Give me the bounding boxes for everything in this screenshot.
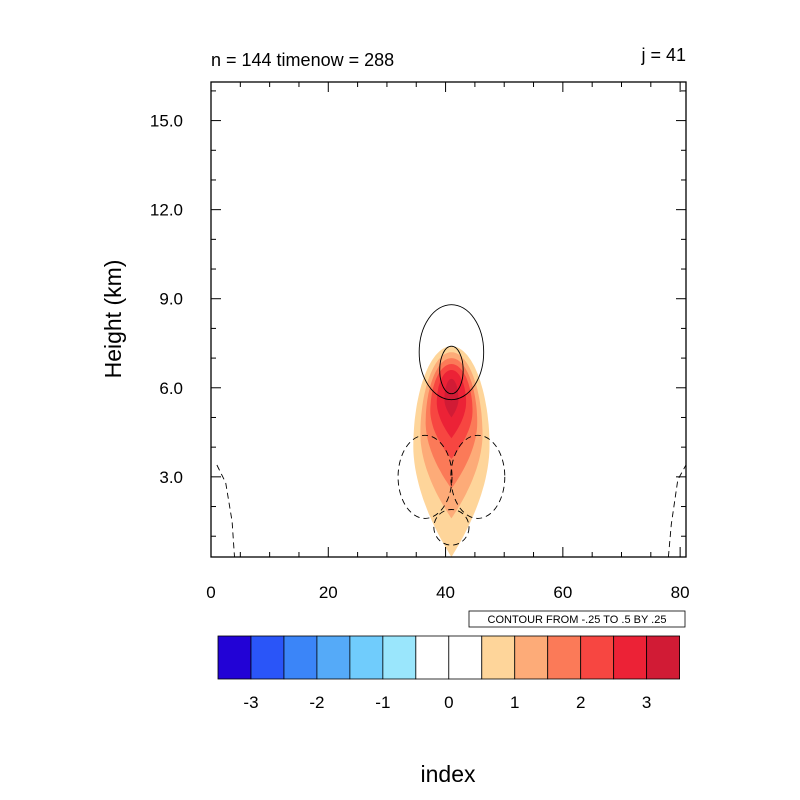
colorbar-swatch: [613, 635, 648, 680]
colorbar-label: -2: [309, 693, 324, 712]
contour-info-label: CONTOUR FROM -.25 TO .5 BY .25: [468, 610, 686, 628]
colorbar-swatch: [448, 635, 483, 680]
colorbar-swatch: [283, 635, 318, 680]
contour-line-3: [397, 434, 453, 519]
contour-line-6: [216, 464, 235, 557]
contour-line-1: [418, 304, 485, 401]
colorbar-swatch: [217, 635, 252, 680]
axis-tick-labels: 0 20 40 60 80 3.0 6.0 9.0 12.0 15.0: [150, 112, 690, 602]
colorbar-swatch: [349, 635, 384, 680]
filled-contour-level-6: [444, 378, 459, 418]
colorbar-label: -3: [243, 693, 258, 712]
y-tick-label: 9.0: [159, 290, 183, 309]
contour-line-2: [439, 345, 464, 395]
colorbar-label: 0: [444, 693, 453, 712]
y-axis-title: Height (km): [100, 260, 126, 379]
contour-info-box: [468, 610, 686, 628]
colorbar: -3 -2 -1 0 1 2 3: [217, 635, 681, 712]
contour-line-7: [667, 464, 686, 557]
colorbar-label: 3: [642, 693, 651, 712]
colorbar-swatch: [481, 635, 516, 680]
colorbar-swatch: [547, 635, 582, 680]
colorbar-label: 2: [576, 693, 585, 712]
title-left: n = 144 timenow = 288: [211, 50, 394, 70]
x-tick-label: 60: [553, 583, 572, 602]
contour-line-5: [433, 509, 470, 546]
axis-ticks: [210, 82, 686, 557]
colorbar-swatch: [514, 635, 549, 680]
colorbar-swatch: [415, 635, 450, 680]
filled-contours: [413, 346, 490, 557]
contour-lines: [216, 304, 686, 557]
colorbar-swatch: [250, 635, 285, 680]
contour-line-4: [450, 434, 506, 519]
x-axis-title: index: [421, 761, 476, 787]
colorbar-swatch: [646, 635, 681, 680]
x-tick-label: 40: [436, 583, 455, 602]
x-tick-label: 20: [319, 583, 338, 602]
plot-frame: [210, 81, 687, 558]
colorbar-swatch: [580, 635, 615, 680]
colorbar-swatch: [382, 635, 417, 680]
y-tick-label: 12.0: [150, 201, 183, 220]
title-right: j = 41: [640, 45, 686, 65]
colorbar-swatch: [316, 635, 351, 680]
y-tick-label: 15.0: [150, 112, 183, 131]
y-tick-label: 3.0: [159, 468, 183, 487]
x-tick-label: 0: [206, 583, 215, 602]
colorbar-label: -1: [375, 693, 390, 712]
contour-info-text: CONTOUR FROM -.25 TO .5 BY .25: [488, 614, 667, 626]
y-tick-label: 6.0: [159, 379, 183, 398]
x-tick-label: 80: [671, 583, 690, 602]
colorbar-label: 1: [510, 693, 519, 712]
